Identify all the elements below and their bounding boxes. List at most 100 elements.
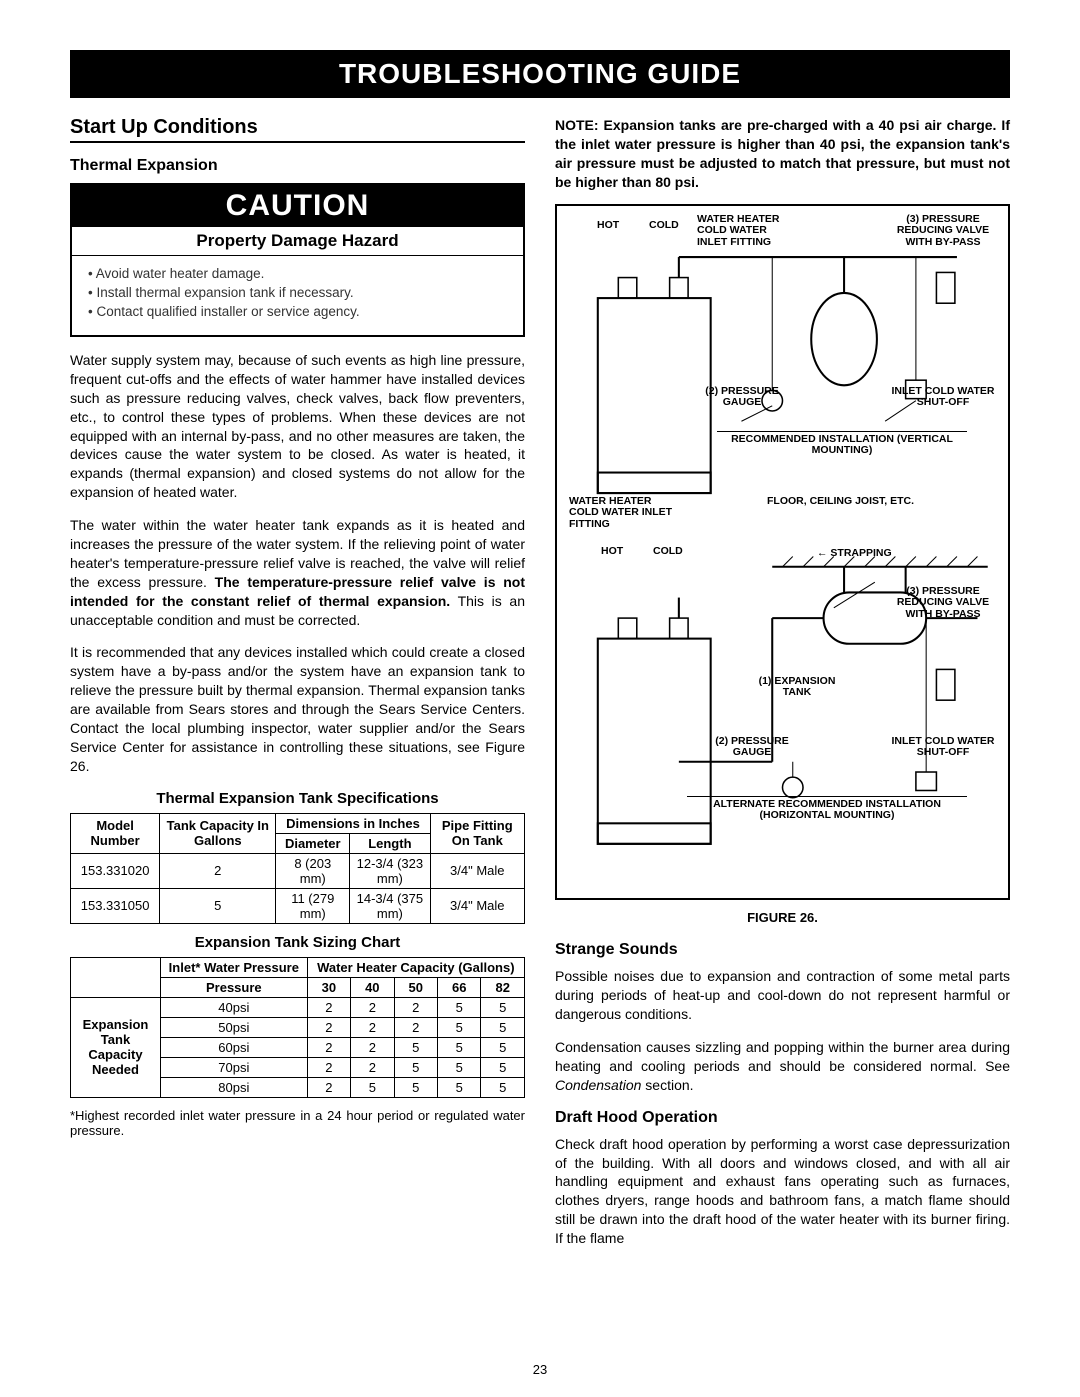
- td: 2: [351, 997, 394, 1017]
- paragraph: Condensation causes sizzling and popping…: [555, 1038, 1010, 1095]
- caution-item: Avoid water heater damage.: [88, 266, 507, 281]
- td: 2: [394, 997, 437, 1017]
- subsection-sounds: Strange Sounds: [555, 941, 1010, 959]
- th: 66: [438, 977, 481, 997]
- caution-header: CAUTION: [72, 185, 523, 227]
- td: 5: [394, 1057, 437, 1077]
- label-inlet: WATER HEATERCOLD WATERINLET FITTING: [697, 214, 797, 249]
- td: 11 (279 mm): [276, 888, 350, 923]
- td: 80psi: [161, 1077, 308, 1097]
- page-number: 23: [0, 1362, 1080, 1377]
- td: 40psi: [161, 997, 308, 1017]
- label-cold: COLD: [649, 220, 679, 232]
- td: 70psi: [161, 1057, 308, 1077]
- th: 30: [307, 977, 350, 997]
- label-cold-bot: COLD: [653, 546, 683, 558]
- td: 5: [394, 1077, 437, 1097]
- label-prv-bot: (3) PRESSURE REDUCING VALVE WITH BY-PASS: [888, 586, 998, 621]
- th: Model Number: [71, 813, 160, 853]
- caution-item: Contact qualified installer or service a…: [88, 304, 507, 319]
- section-title: Start Up Conditions: [70, 116, 525, 143]
- label-strap: ← STRAPPING: [817, 548, 892, 560]
- sizing-table: Inlet* Water Pressure Water Heater Capac…: [70, 957, 525, 1098]
- subsection-draft: Draft Hood Operation: [555, 1109, 1010, 1127]
- td: 2: [351, 1017, 394, 1037]
- label-shut: INLET COLD WATER SHUT-OFF: [888, 386, 998, 409]
- label-exp: (1) EXPANSION TANK: [757, 676, 837, 699]
- td: 3/4" Male: [430, 888, 524, 923]
- two-column-layout: Start Up Conditions Thermal Expansion CA…: [70, 116, 1010, 1262]
- th: Water Heater Capacity (Gallons): [307, 957, 524, 977]
- caution-list: Avoid water heater damage. Install therm…: [72, 256, 523, 335]
- td: 5: [481, 1077, 525, 1097]
- label-hot: HOT: [597, 220, 619, 232]
- th: 40: [351, 977, 394, 997]
- td: 2: [394, 1017, 437, 1037]
- left-column: Start Up Conditions Thermal Expansion CA…: [70, 116, 525, 1262]
- figure-caption: FIGURE 26.: [555, 910, 1010, 925]
- caution-box: CAUTION Property Damage Hazard Avoid wat…: [70, 183, 525, 337]
- td: 5: [438, 1017, 481, 1037]
- td: 5: [438, 1057, 481, 1077]
- th: Inlet* Water Pressure: [161, 957, 308, 977]
- paragraph: It is recommended that any devices insta…: [70, 643, 525, 775]
- label-floor: FLOOR, CEILING JOIST, ETC.: [767, 496, 967, 508]
- td: 5: [481, 1057, 525, 1077]
- right-column: NOTE: Expansion tanks are pre-charged wi…: [555, 116, 1010, 1262]
- td: 2: [351, 1057, 394, 1077]
- td: 2: [307, 1037, 350, 1057]
- label-prv: (3) PRESSURE REDUCING VALVE WITH BY-PASS: [888, 214, 998, 249]
- label-wh-bot: WATER HEATER COLD WATER INLET FITTING: [569, 496, 679, 531]
- td: 2: [307, 1057, 350, 1077]
- label-cap-bot: ALTERNATE RECOMMENDED INSTALLATION (HORI…: [687, 796, 967, 822]
- note-bold: NOTE: Expansion tanks are pre-charged wi…: [555, 116, 1010, 192]
- paragraph: Check draft hood operation by performing…: [555, 1135, 1010, 1248]
- td: 5: [481, 997, 525, 1017]
- th: 50: [394, 977, 437, 997]
- th: Pipe Fitting On Tank: [430, 813, 524, 853]
- td: 8 (203 mm): [276, 853, 350, 888]
- th: Pressure: [161, 977, 308, 997]
- td: 5: [438, 1037, 481, 1057]
- td: 2: [307, 1077, 350, 1097]
- label-gauge: (2) PRESSURE GAUGE: [687, 386, 797, 409]
- text: Condensation causes sizzling and popping…: [555, 1039, 1010, 1074]
- td: 2: [160, 853, 276, 888]
- td: 50psi: [161, 1017, 308, 1037]
- table-row: Expansion Tank Capacity Needed 40psi2225…: [71, 997, 525, 1017]
- td: 3/4" Male: [430, 853, 524, 888]
- header-banner: TROUBLESHOOTING GUIDE: [70, 50, 1010, 98]
- label-shut-bot: INLET COLD WATER SHUT-OFF: [888, 736, 998, 759]
- th: Tank Capacity In Gallons: [160, 813, 276, 853]
- th: Length: [350, 833, 430, 853]
- td: 153.331020: [71, 853, 160, 888]
- table-title: Thermal Expansion Tank Specifications: [70, 790, 525, 807]
- label-hot-bot: HOT: [601, 546, 623, 558]
- td: 2: [307, 1017, 350, 1037]
- row-head: Expansion Tank Capacity Needed: [71, 997, 161, 1097]
- paragraph: Water supply system may, because of such…: [70, 351, 525, 502]
- figure-26: HOT COLD WATER HEATERCOLD WATERINLET FIT…: [555, 204, 1010, 901]
- label-gauge-bot: (2) PRESSURE GAUGE: [697, 736, 807, 759]
- td: 153.331050: [71, 888, 160, 923]
- table-title: Expansion Tank Sizing Chart: [70, 934, 525, 951]
- th: Dimensions in Inches: [276, 813, 430, 833]
- text: section.: [641, 1077, 693, 1093]
- td: 5: [351, 1077, 394, 1097]
- paragraph: The water within the water heater tank e…: [70, 516, 525, 629]
- paragraph: Possible noises due to expansion and con…: [555, 967, 1010, 1024]
- caution-subhead: Property Damage Hazard: [72, 227, 523, 256]
- td: 5: [160, 888, 276, 923]
- td: 5: [481, 1037, 525, 1057]
- td: 60psi: [161, 1037, 308, 1057]
- spec-table: Model Number Tank Capacity In Gallons Di…: [70, 813, 525, 924]
- diagram-top: [567, 216, 998, 524]
- td: 5: [481, 1017, 525, 1037]
- text-italic: Condensation: [555, 1077, 641, 1093]
- label-cap-top: RECOMMENDED INSTALLATION (VERTICAL MOUNT…: [717, 431, 967, 457]
- subsection-thermal: Thermal Expansion: [70, 157, 525, 175]
- caution-item: Install thermal expansion tank if necess…: [88, 285, 507, 300]
- th: Diameter: [276, 833, 350, 853]
- td: 14-3/4 (375 mm): [350, 888, 430, 923]
- td: 2: [307, 997, 350, 1017]
